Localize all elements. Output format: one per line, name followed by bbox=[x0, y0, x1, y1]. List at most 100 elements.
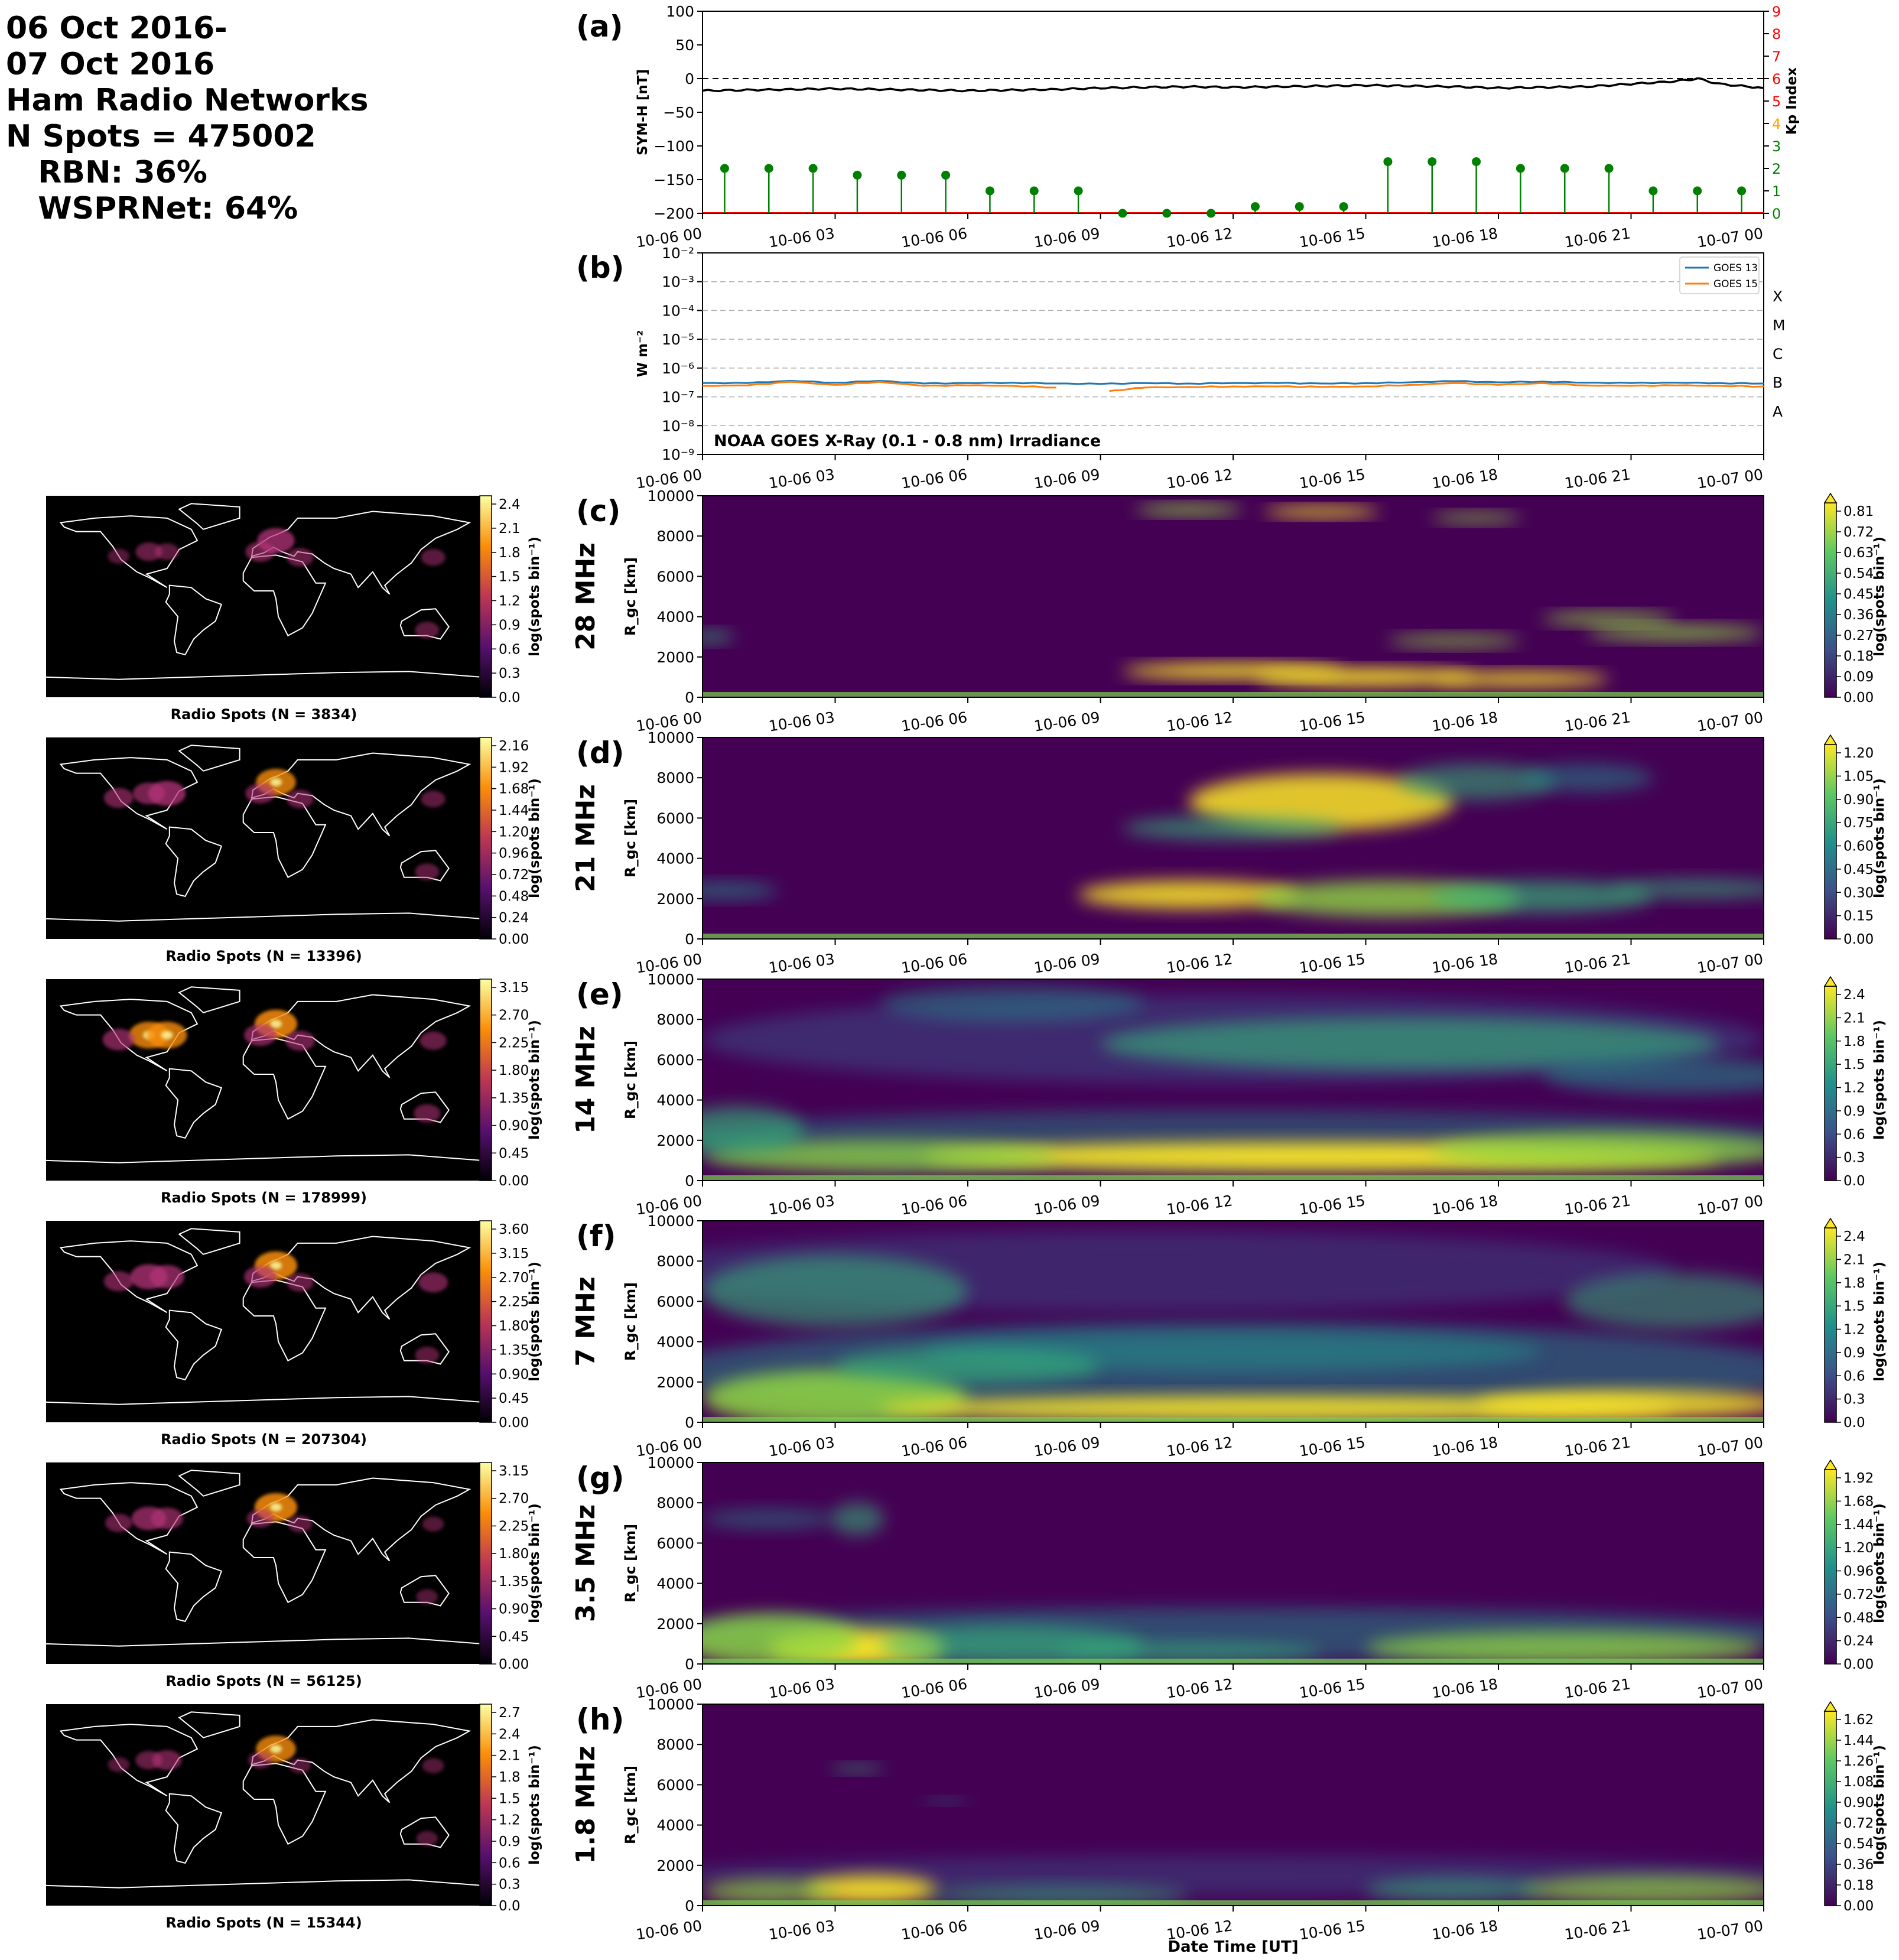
coastline bbox=[399, 1333, 450, 1365]
heatmap-blob bbox=[1365, 1877, 1543, 1902]
map-spot-density bbox=[415, 622, 440, 639]
panel-a-xtick-label: 10-06 15 bbox=[1298, 225, 1366, 251]
heatmap-ground-band bbox=[703, 934, 1764, 939]
map-spot-density bbox=[415, 1347, 440, 1364]
kp-marker bbox=[1472, 157, 1481, 167]
panel-c: 0 2000 4000 6000 8000 10000 R_gc [km] 28 MHz (c)… bbox=[45, 487, 1887, 735]
panel-f-xtick-label: 10-06 21 bbox=[1563, 1434, 1631, 1460]
kp-ytick-label: 5 bbox=[1772, 93, 1781, 110]
heatmap-cbar-label: 0.6 bbox=[1843, 1127, 1865, 1142]
range-ytick-label: 2000 bbox=[656, 1132, 694, 1149]
panel-g: 0 2000 4000 6000 8000 10000 R_gc [km] 3.5 MHz (g… bbox=[45, 1454, 1887, 1702]
map-c bbox=[45, 496, 482, 697]
map-g bbox=[45, 1462, 482, 1664]
heatmap-blob bbox=[1542, 1057, 1764, 1094]
panel-b-xtick-label: 10-06 12 bbox=[1165, 466, 1233, 492]
heatmap-cbar-label: 0.18 bbox=[1843, 649, 1874, 664]
map-cbar-label: 1.5 bbox=[499, 570, 521, 585]
kp-marker bbox=[1516, 164, 1525, 173]
kp-ytick-label: 4 bbox=[1772, 116, 1781, 132]
map-cbar-label: 0.0 bbox=[499, 1899, 521, 1914]
map-cbar-label: 1.35 bbox=[499, 1343, 529, 1358]
map-cbar-label: 2.25 bbox=[499, 1519, 529, 1534]
kp-marker bbox=[1427, 157, 1437, 167]
map-spot-density bbox=[287, 548, 314, 567]
coastline bbox=[178, 1470, 240, 1497]
heatmap-blob bbox=[1432, 512, 1521, 524]
panel-d: 0 2000 4000 6000 8000 10000 R_gc [km] 21 MHz (d)… bbox=[45, 729, 1887, 977]
panel-f-xtick-label: 10-06 15 bbox=[1298, 1434, 1366, 1460]
panel-e-xtick-label: 10-06 15 bbox=[1298, 1192, 1366, 1218]
map-spot-peak bbox=[269, 1503, 282, 1512]
heatmap-cbar-label: 0.45 bbox=[1843, 587, 1874, 602]
map-e bbox=[45, 979, 482, 1181]
range-ytick-label: 2000 bbox=[656, 890, 694, 908]
map-cbar-label: 1.35 bbox=[499, 1574, 529, 1590]
range-ytick-label: 0 bbox=[685, 931, 694, 948]
coastline bbox=[399, 608, 450, 640]
map-cbar-label: 0.00 bbox=[499, 1657, 529, 1672]
heatmap-blob bbox=[831, 1503, 884, 1535]
heatmap-cbar-label: 0.96 bbox=[1843, 1564, 1874, 1579]
coastline bbox=[165, 1551, 223, 1623]
range-ytick-label: 4000 bbox=[656, 609, 694, 626]
map-spot-density bbox=[418, 1272, 448, 1293]
panel-c-xtick-label: 10-06 03 bbox=[768, 708, 835, 734]
heatmap-blob bbox=[1432, 672, 1609, 687]
map-cbar-label: 2.25 bbox=[499, 1295, 529, 1310]
figure-header: 06 Oct 2016- 07 Oct 2016 Ham Radio Netwo… bbox=[6, 11, 369, 227]
range-axis-label: R_gc [km] bbox=[622, 1282, 639, 1361]
heatmap-cbar-label: 0.54 bbox=[1843, 566, 1874, 581]
heatmap-blob bbox=[804, 1875, 937, 1904]
kp-ytick-label: 3 bbox=[1772, 138, 1781, 155]
map-h bbox=[45, 1704, 482, 1906]
panel-a-xtick-label: 10-07 00 bbox=[1696, 225, 1764, 251]
symh-ytick-label: −150 bbox=[653, 171, 694, 188]
range-ytick-label: 8000 bbox=[656, 1253, 694, 1270]
map-spot-density bbox=[420, 1031, 447, 1050]
panel-f-xtick-label: 10-07 00 bbox=[1696, 1434, 1764, 1460]
heatmap-cbar-label: 1.8 bbox=[1843, 1276, 1865, 1291]
panel-d-xtick-label: 10-06 09 bbox=[1033, 950, 1101, 976]
map-spot-density bbox=[245, 541, 275, 562]
panel-d-xtick-label: 10-06 18 bbox=[1430, 950, 1498, 976]
kp-ytick-label: 1 bbox=[1772, 183, 1781, 200]
heatmap-colorbar bbox=[1824, 1469, 1837, 1665]
heatmap-f bbox=[703, 1221, 1764, 1422]
panel-label-f: (f) bbox=[576, 1219, 616, 1253]
map-spot-density bbox=[421, 790, 446, 808]
panel-d-xtick-label: 10-06 21 bbox=[1563, 950, 1631, 976]
band-label: 28 MHz bbox=[571, 542, 601, 651]
heatmap-ground-band bbox=[703, 1659, 1764, 1664]
heatmap-cbar-label: 0.30 bbox=[1843, 885, 1874, 901]
heatmap-cbar-label: 1.2 bbox=[1843, 1322, 1865, 1338]
map-cbar-title: log(spots bin⁻¹) bbox=[527, 1503, 542, 1623]
coastline bbox=[45, 1879, 482, 1889]
heatmap-background bbox=[703, 496, 1764, 697]
map-cbar-label: 0.6 bbox=[499, 642, 521, 657]
map-spot-density bbox=[422, 1516, 444, 1532]
panel-label-d: (d) bbox=[576, 736, 625, 770]
heatmap-cbar-label: 0.90 bbox=[1843, 1795, 1874, 1811]
map-spot-density bbox=[148, 781, 186, 806]
goes-ytick-label: 10⁻³ bbox=[662, 274, 694, 291]
heatmap-cbar-label: 0.0 bbox=[1843, 1415, 1865, 1431]
heatmap-cbar-title: log(spots bin⁻¹) bbox=[1872, 778, 1887, 898]
map-cbar-label: 0.72 bbox=[499, 867, 529, 883]
kp-marker bbox=[853, 170, 862, 180]
map-spot-density bbox=[155, 543, 180, 560]
map-cbar-label: 1.92 bbox=[499, 760, 529, 775]
goes-legend-entry: GOES 13 bbox=[1713, 262, 1758, 274]
heatmap-blob bbox=[703, 1140, 1056, 1173]
heatmap-blob bbox=[703, 630, 734, 643]
heatmap-cbar-label: 0.18 bbox=[1843, 1878, 1874, 1893]
kp-marker bbox=[897, 170, 906, 180]
map-spot-density bbox=[285, 1031, 315, 1051]
heatmap-cbar-label: 0.00 bbox=[1843, 690, 1874, 706]
heatmap-blob bbox=[1078, 880, 1300, 909]
goes-axis-label: W m⁻² bbox=[635, 330, 651, 378]
map-cbar-label: 0.24 bbox=[499, 911, 529, 926]
coastline bbox=[178, 745, 240, 772]
panel-d-xtick-label: 10-06 03 bbox=[768, 950, 835, 976]
panel-b-xtick-label: 10-06 21 bbox=[1563, 466, 1631, 492]
